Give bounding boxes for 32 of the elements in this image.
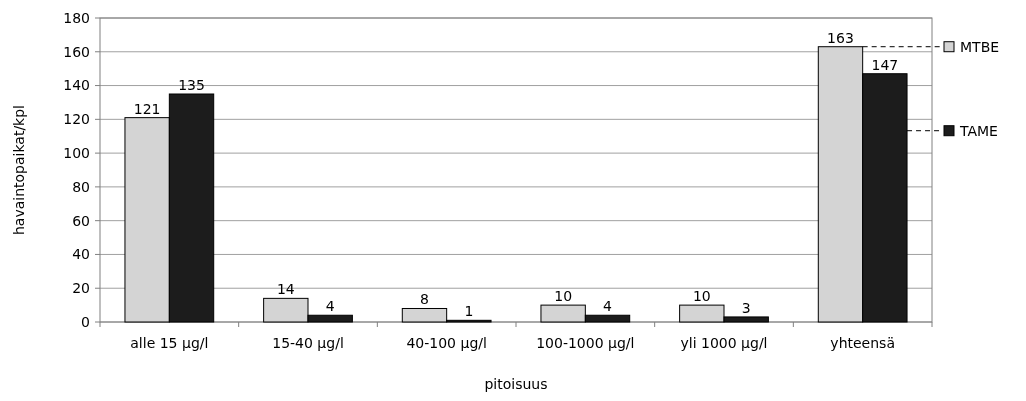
x-tick-label: alle 15 µg/l <box>130 335 209 351</box>
data-label: 121 <box>133 100 161 117</box>
y-tick-label: 100 <box>63 145 90 162</box>
y-tick-label: 180 <box>63 9 90 26</box>
legend-label: MTBE <box>960 38 1000 55</box>
y-tick-label: 60 <box>72 212 90 229</box>
x-tick-label: 100-1000 µg/l <box>536 335 635 351</box>
data-label: 3 <box>741 299 751 316</box>
data-label: 135 <box>178 77 205 93</box>
x-tick-label: 15-40 µg/l <box>272 335 344 351</box>
legend-label: TAME <box>959 122 998 139</box>
x-axis-title: pitoisuus <box>484 376 548 392</box>
y-tick-label: 80 <box>72 178 90 195</box>
y-tick-label: 120 <box>63 111 90 128</box>
data-label: 1 <box>464 303 474 320</box>
data-label: 14 <box>276 281 295 298</box>
x-tick-label: 40-100 µg/l <box>406 335 487 351</box>
data-label: 8 <box>420 291 429 308</box>
data-label: 147 <box>871 56 899 73</box>
y-tick-label: 140 <box>63 77 90 94</box>
x-tick-label: yhteensä <box>830 335 895 351</box>
data-label: 4 <box>603 298 613 315</box>
data-label: 10 <box>554 288 573 305</box>
x-tick-label: yli 1000 µg/l <box>680 335 768 351</box>
y-tick-label: 40 <box>72 246 90 263</box>
y-tick-label: 20 <box>72 280 90 297</box>
data-label: 4 <box>325 298 335 315</box>
y-tick-label: 0 <box>81 313 90 330</box>
data-label: 163 <box>827 29 854 46</box>
y-axis-title: havaintopaikat/kpl <box>11 104 27 236</box>
data-label: 10 <box>692 288 711 305</box>
y-tick-label: 160 <box>63 43 90 60</box>
